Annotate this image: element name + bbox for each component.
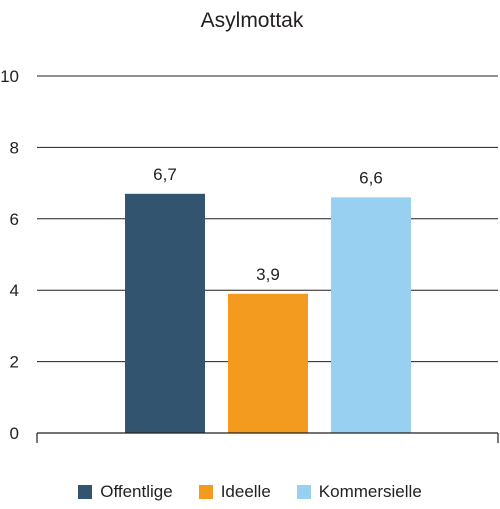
bars — [125, 193, 411, 433]
bar-offentlige — [125, 193, 205, 433]
bar-chart: Asylmottak 0 2 4 6 8 10 6,7 3,9 6,6 — [0, 9, 499, 443]
legend-swatch-offentlige — [78, 485, 93, 499]
data-label: 6,6 — [359, 168, 383, 187]
bar-kommersielle — [331, 197, 411, 433]
chart-title: Asylmottak — [201, 9, 304, 32]
y-tick-label: 2 — [10, 353, 19, 372]
y-tick-label: 10 — [0, 67, 19, 86]
x-axis — [36, 432, 499, 443]
data-label: 6,7 — [153, 165, 177, 184]
y-tick-label: 4 — [10, 281, 19, 300]
legend-swatch-kommersielle — [296, 485, 311, 499]
legend-label-ideelle: Ideelle — [220, 482, 271, 501]
legend-label-kommersielle: Kommersielle — [318, 482, 422, 501]
legend-item-ideelle: Ideelle — [198, 482, 271, 502]
legend-item-kommersielle: Kommersielle — [296, 482, 422, 502]
legend-item-offentlige: Offentlige — [78, 482, 173, 502]
y-axis-tick-labels: 0 2 4 6 8 10 — [0, 67, 19, 443]
legend: Offentlige Ideelle Kommersielle — [0, 480, 500, 504]
bar-ideelle — [228, 293, 308, 433]
y-tick-label: 6 — [10, 210, 19, 229]
gridlines — [37, 75, 498, 363]
data-labels: 6,7 3,9 6,6 — [153, 165, 383, 284]
legend-swatch-ideelle — [198, 485, 213, 499]
y-tick-label: 8 — [10, 138, 19, 157]
data-label: 3,9 — [256, 265, 280, 284]
legend-label-offentlige: Offentlige — [100, 482, 173, 501]
y-tick-label: 0 — [10, 424, 19, 443]
